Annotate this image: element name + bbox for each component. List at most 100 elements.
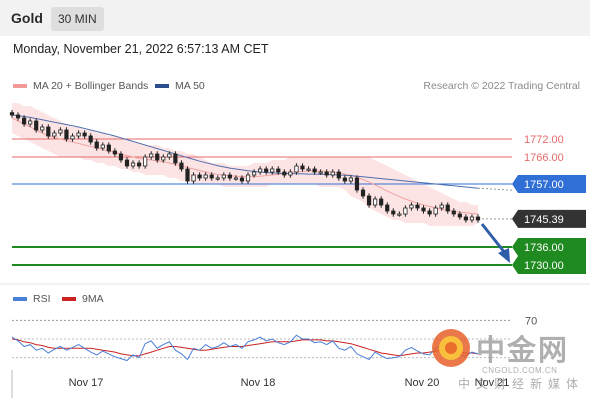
x-axis-layer: Nov 17 Nov 18 Nov 20 Nov 21 <box>11 370 510 398</box>
candle <box>288 171 293 176</box>
candle <box>221 174 226 179</box>
chart-panel <box>0 36 590 400</box>
candle <box>76 132 81 137</box>
candle <box>366 195 372 206</box>
bollinger-band <box>12 103 478 226</box>
candle <box>475 216 481 221</box>
moving-average-layer <box>11 114 513 215</box>
candle <box>112 150 117 155</box>
candle <box>124 159 130 167</box>
candle <box>185 168 190 182</box>
level-label: 1772.00 <box>524 134 564 146</box>
candle <box>439 204 444 209</box>
candle <box>463 216 468 221</box>
candle <box>58 129 63 134</box>
candle <box>136 162 142 167</box>
candle <box>106 144 111 152</box>
legend-9ma: 9MA <box>62 293 104 305</box>
level-label: 1766.00 <box>524 152 564 164</box>
ma50-swatch <box>155 84 169 89</box>
candle <box>294 165 299 173</box>
candle <box>300 165 305 170</box>
level-label: 1757.00 <box>524 179 564 191</box>
candle <box>397 213 402 216</box>
level-tag <box>512 175 586 193</box>
candle <box>403 207 408 215</box>
candle <box>318 171 323 174</box>
candle <box>385 204 390 212</box>
candle <box>415 204 420 209</box>
bollinger-band-layer <box>12 103 478 226</box>
projection-arrowhead <box>498 248 510 263</box>
candle <box>251 171 257 176</box>
rsi-swatch <box>13 297 27 302</box>
candle <box>348 177 354 182</box>
candlestick-layer <box>9 109 481 223</box>
candle <box>330 171 335 176</box>
candle <box>427 210 432 215</box>
candle <box>149 153 154 158</box>
candle <box>9 112 15 116</box>
legend-bollinger: MA 20 + Bollinger Bands <box>13 80 148 92</box>
candle <box>360 189 366 197</box>
level-label: 1736.00 <box>524 242 564 254</box>
x-tick-label: Nov 21 <box>475 377 510 389</box>
candle <box>64 129 69 140</box>
candle <box>167 153 172 158</box>
ma50-line <box>11 114 479 189</box>
candle <box>173 153 178 164</box>
ma20-line <box>11 117 479 215</box>
candle <box>306 168 311 171</box>
rsi-ma-line <box>11 338 479 357</box>
candle <box>118 153 124 161</box>
watermark-subtitle: 中文财经新媒体 <box>458 377 585 391</box>
timestamp: Monday, November 21, 2022 6:57:13 AM CET <box>13 42 269 56</box>
rsi-ma-legend-label: 9MA <box>82 293 104 305</box>
candle <box>421 207 426 212</box>
candle <box>209 174 214 179</box>
candle <box>52 132 57 137</box>
watermark: 中金网 CNGOLD.COM.CN 中文财经新媒体 <box>430 325 590 395</box>
level-tags-layer: 1772.00 1766.00 1757.00 1745.39 1736.00 1730.… <box>512 134 586 274</box>
candle <box>336 171 341 179</box>
candle <box>264 168 269 173</box>
x-tick-label: Nov 17 <box>69 377 104 389</box>
candle <box>22 117 27 125</box>
level-tag <box>512 238 586 256</box>
candle <box>445 204 450 212</box>
candle <box>197 174 202 179</box>
rsi-layer: 70 <box>0 283 590 362</box>
top-bar: Gold 30 MIN <box>0 0 590 36</box>
candle <box>379 198 384 206</box>
candle <box>88 135 93 143</box>
asset-title: Gold <box>11 10 43 26</box>
rsi-line <box>11 334 479 362</box>
candle <box>469 216 475 221</box>
candle <box>227 174 232 179</box>
candle <box>40 126 45 131</box>
candle <box>179 162 184 170</box>
candle <box>130 162 136 167</box>
level-tag <box>512 256 586 274</box>
legend-ma50: MA 50 <box>155 80 205 92</box>
watermark-name: 中金网 <box>476 335 570 367</box>
rsi-legend-label: RSI <box>33 293 51 305</box>
candle <box>28 120 33 125</box>
level-label: 1730.00 <box>524 260 564 272</box>
candle <box>457 213 462 218</box>
candle <box>82 132 87 137</box>
credit-text: Research © 2022 Trading Central <box>423 80 580 92</box>
candle <box>451 210 456 215</box>
candle <box>433 207 438 215</box>
candle <box>46 126 51 137</box>
candle <box>215 177 220 180</box>
level-tag <box>512 209 586 228</box>
candle <box>161 156 166 161</box>
candle <box>312 168 317 173</box>
candle <box>391 210 396 215</box>
ma50-legend-label: MA 50 <box>175 80 205 92</box>
candle <box>100 144 105 149</box>
candle <box>354 177 360 191</box>
timeframe-button[interactable]: 30 MIN <box>51 7 104 31</box>
